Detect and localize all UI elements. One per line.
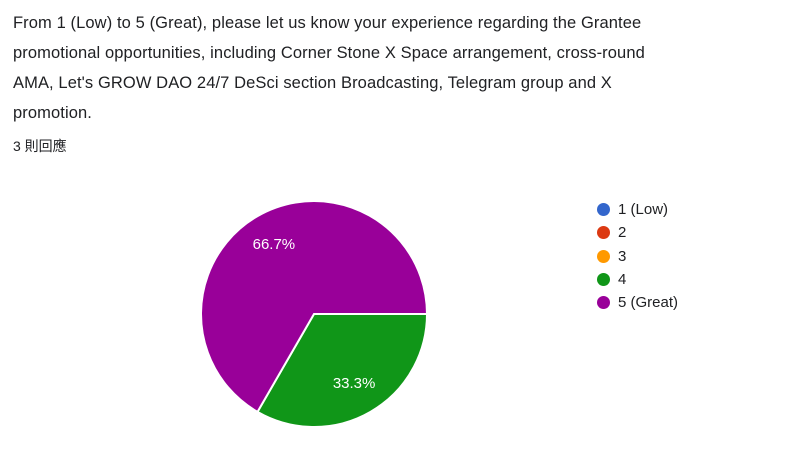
chart-legend: 1 (Low) 2 3 4 5 (Great) xyxy=(597,198,678,314)
legend-dot-icon xyxy=(597,249,610,263)
response-count: 3 則回應 xyxy=(13,138,67,154)
legend-label: 5 (Great) xyxy=(618,294,679,312)
legend-item-1: 1 (Low) xyxy=(597,198,678,221)
legend-label: 4 xyxy=(618,271,627,289)
question-title-line: promotion. xyxy=(13,104,92,122)
legend-label: 3 xyxy=(618,247,627,265)
pie-slice-5 xyxy=(200,200,429,414)
legend-dot-icon xyxy=(597,203,610,217)
question-title-line: AMA, Let's GROW DAO 24/7 DeSci section B… xyxy=(13,74,612,92)
pie-slice-4 xyxy=(256,313,429,428)
legend-dot-icon xyxy=(597,296,610,310)
pie-chart-area: 33.3% 66.7% 1 (Low) 2 3 4 5 (Great) xyxy=(0,160,802,461)
question-title: From 1 (Low) to 5 (Great), please let us… xyxy=(13,8,801,128)
legend-item-4: 4 xyxy=(597,268,678,291)
legend-item-5: 5 (Great) xyxy=(597,291,678,314)
legend-label: 1 (Low) xyxy=(618,201,669,219)
pie-slice-label-5: 66.7% xyxy=(253,236,296,253)
pie-slice-label-4: 33.3% xyxy=(333,375,376,392)
legend-label: 2 xyxy=(618,224,627,242)
legend-dot-icon xyxy=(597,226,610,240)
question-title-line: From 1 (Low) to 5 (Great), please let us… xyxy=(13,14,642,32)
legend-dot-icon xyxy=(597,273,610,287)
question-title-line: promotional opportunities, including Cor… xyxy=(13,44,645,62)
pie-chart-svg: 33.3% 66.7% xyxy=(200,200,429,428)
legend-item-2: 2 xyxy=(597,221,678,244)
legend-item-3: 3 xyxy=(597,245,678,268)
